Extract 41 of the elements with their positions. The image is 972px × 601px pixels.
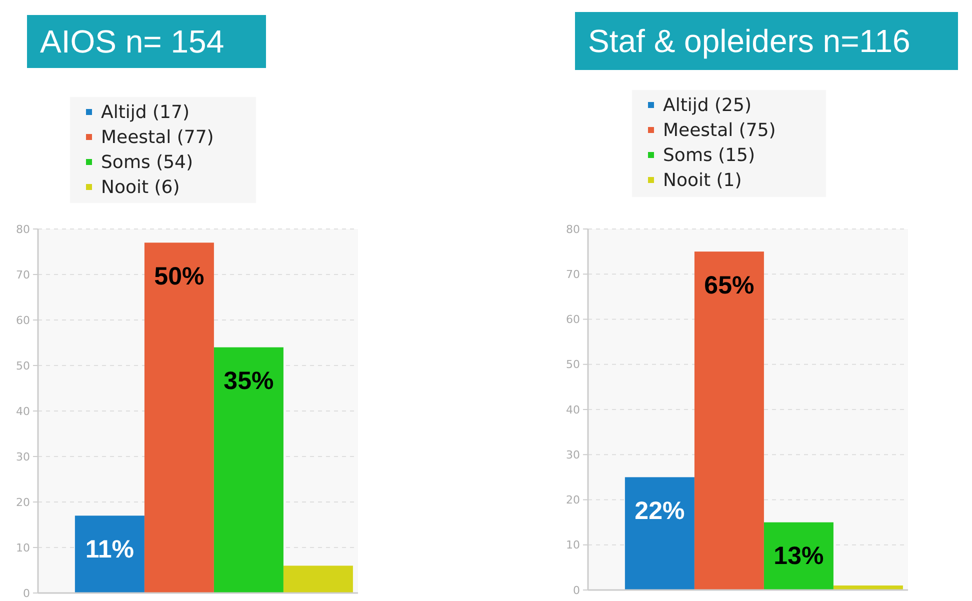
y-tick-label: 10 (566, 538, 580, 552)
annotation: 13% (774, 542, 824, 570)
y-tick-label: 70 (16, 268, 30, 282)
legend-label: Nooit (1) (663, 170, 742, 191)
legend-label: Altijd (17) (101, 102, 190, 123)
legend-label: Meestal (75) (663, 120, 776, 141)
y-tick-label: 50 (566, 358, 580, 372)
annotation: 35% (224, 367, 274, 396)
y-tick-label: 80 (16, 222, 30, 236)
chart-title: Staf & opleiders n=116 (588, 23, 910, 59)
y-tick-label: 50 (16, 359, 30, 372)
annotation: 50% (154, 262, 204, 290)
y-tick-label: 30 (16, 450, 30, 464)
y-tick-label: 10 (16, 541, 30, 554)
legend-label: Meestal (77) (101, 127, 214, 148)
annotation: 11% (85, 535, 134, 564)
bar (74, 516, 144, 593)
y-tick-label: 20 (566, 494, 580, 507)
legend-label: Soms (54) (101, 152, 194, 173)
y-tick-label: 60 (16, 314, 30, 327)
bar (624, 477, 694, 590)
bar (694, 252, 764, 590)
y-tick-label: 60 (566, 313, 580, 326)
annotation: 65% (704, 271, 754, 300)
annotation: 22% (634, 496, 685, 525)
legend-label: Nooit (6) (101, 177, 180, 198)
y-tick-label: 80 (566, 222, 580, 236)
bar (283, 566, 353, 593)
chart-title: AIOS n= 154 (40, 24, 224, 60)
y-tick-label: 0 (23, 586, 30, 600)
y-tick-label: 70 (566, 268, 580, 281)
legend-label: Soms (15) (663, 145, 756, 166)
y-tick-label: 40 (16, 404, 30, 418)
bar (144, 242, 214, 593)
y-tick-label: 0 (573, 584, 580, 597)
y-tick-label: 20 (16, 496, 30, 509)
bar (764, 522, 834, 590)
y-tick-label: 40 (566, 403, 580, 416)
legend-label: Altijd (25) (663, 95, 752, 116)
y-tick-label: 30 (566, 448, 580, 462)
bar (214, 347, 284, 593)
